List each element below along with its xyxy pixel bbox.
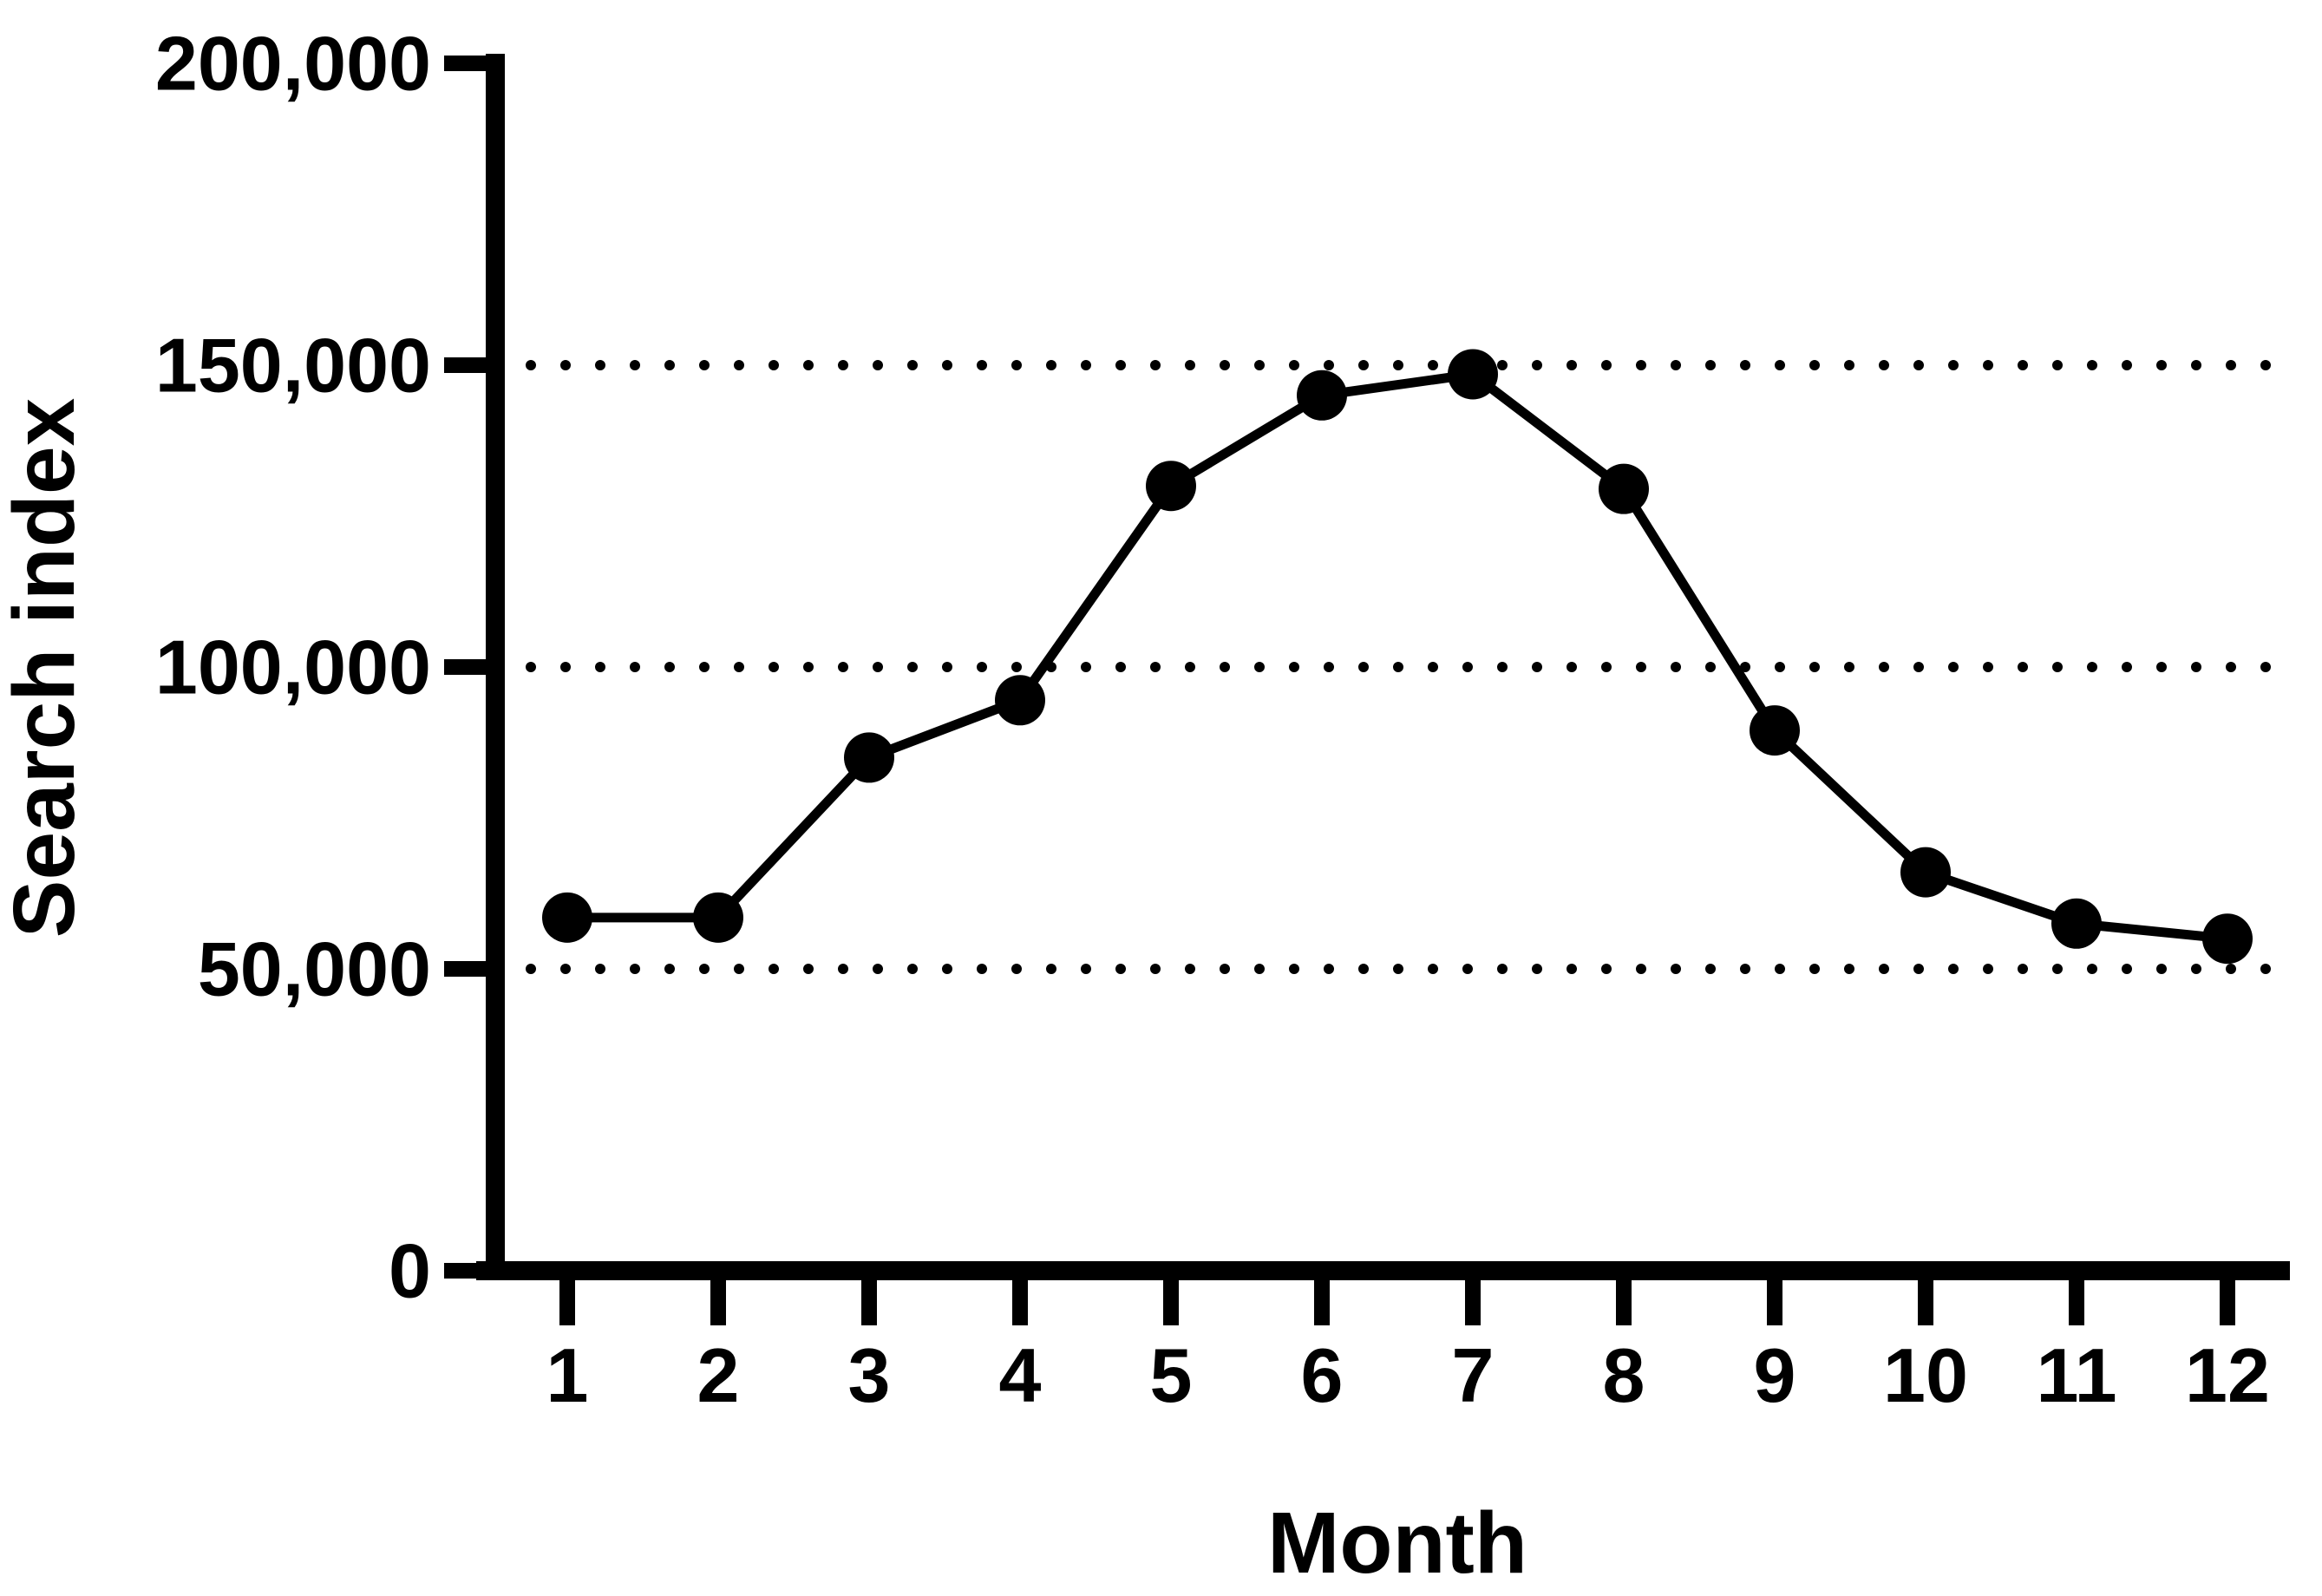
data-point-month-5 — [1146, 461, 1196, 512]
gridline-layer — [526, 360, 2281, 974]
data-point-month-8 — [1599, 463, 1649, 514]
data-point-month-10 — [1900, 847, 1951, 898]
x-tick-label-10: 10 — [1883, 1332, 1968, 1418]
x-axis-title: Month — [1267, 1495, 1527, 1592]
data-point-month-2 — [693, 892, 743, 943]
y-tick-label-150000: 150,000 — [155, 323, 431, 409]
x-tick-label-3: 3 — [848, 1332, 891, 1418]
data-point-month-9 — [1750, 705, 1800, 756]
data-point-month-7 — [1448, 349, 1498, 400]
data-point-month-3 — [844, 732, 894, 783]
data-point-month-4 — [995, 675, 1045, 726]
y-tick-label-200000: 200,000 — [155, 21, 431, 107]
data-point-month-12 — [2202, 913, 2253, 965]
series-line-search-index — [567, 369, 2228, 944]
x-tick-label-9: 9 — [1754, 1332, 1796, 1418]
x-tick-label-5: 5 — [1150, 1332, 1193, 1418]
x-tick-label-4: 4 — [999, 1332, 1042, 1418]
x-tick-label-1: 1 — [546, 1332, 589, 1418]
axis-layer — [444, 54, 2290, 1325]
y-tick-label-0: 0 — [389, 1228, 431, 1314]
y-axis-title: Search index — [0, 398, 93, 939]
x-tick-label-7: 7 — [1452, 1332, 1495, 1418]
x-tick-label-6: 6 — [1301, 1332, 1344, 1418]
y-tick-label-100000: 100,000 — [155, 625, 431, 710]
x-tick-label-11: 11 — [2036, 1332, 2116, 1418]
data-point-month-11 — [2051, 898, 2102, 949]
data-point-month-6 — [1297, 370, 1347, 421]
series-layer — [542, 349, 2253, 965]
x-tick-label-2: 2 — [697, 1332, 740, 1418]
x-tick-label-8: 8 — [1603, 1332, 1645, 1418]
y-tick-label-50000: 50,000 — [198, 926, 431, 1012]
data-point-month-1 — [542, 892, 592, 943]
x-tick-label-12: 12 — [2185, 1332, 2270, 1418]
